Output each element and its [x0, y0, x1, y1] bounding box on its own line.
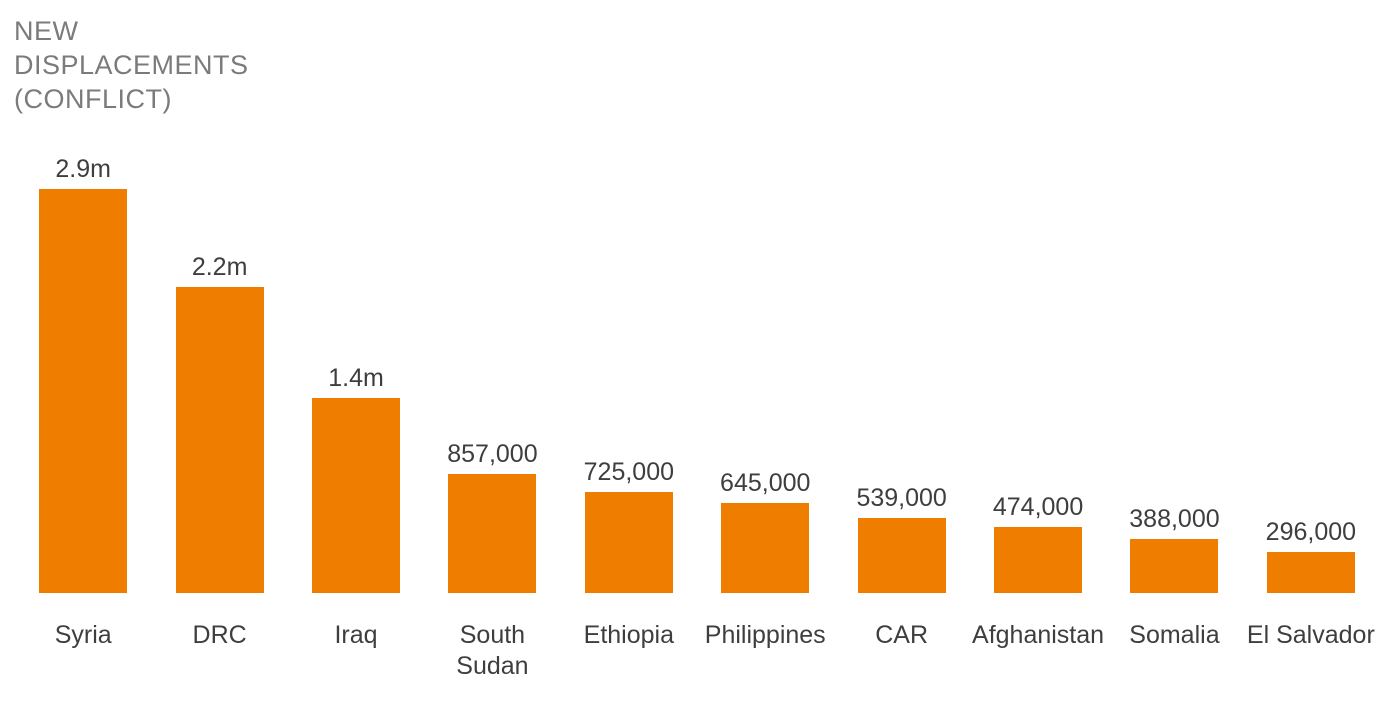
chart-title-line-1: NEW: [14, 16, 79, 46]
bar-group: 645,000: [697, 0, 833, 593]
category-label: CAR: [875, 621, 929, 649]
chart-title: NEW DISPLACEMENTS (CONFLICT): [14, 14, 249, 116]
category-label: South Sudan: [456, 621, 529, 680]
chart-title-line-2: DISPLACEMENTS: [14, 50, 249, 80]
bar: [39, 189, 128, 593]
category-label: Iraq: [334, 621, 378, 649]
category-label: DRC: [192, 621, 247, 649]
category-label: El Salvador: [1246, 621, 1375, 649]
bar: [994, 527, 1083, 593]
category-label: Syria: [54, 621, 112, 649]
bar-value-label: 296,000: [1265, 518, 1357, 546]
bar: [857, 518, 946, 593]
bar-group: 296,000: [1243, 0, 1379, 593]
bar-value-label: 2.2m: [191, 253, 248, 281]
bar-group: 474,000: [970, 0, 1106, 593]
bar-group: 388,000: [1106, 0, 1242, 593]
bar-group: 2.2m: [151, 0, 287, 593]
category-label: Philippines: [704, 621, 826, 649]
category-label: Ethiopia: [583, 621, 674, 649]
bar-group: 857,000: [424, 0, 560, 593]
plot-area: 2.9m 2.2m 1.4m 857,000 725,000 645,000 5…: [15, 0, 1379, 593]
bar: [448, 474, 537, 593]
bar: [1130, 539, 1219, 593]
bar-value-label: 474,000: [992, 493, 1084, 521]
bar-value-label: 645,000: [720, 469, 811, 497]
category-label: Somalia: [1129, 621, 1220, 649]
category-label: Afghanistan: [972, 621, 1105, 649]
bar-group: 2.9m: [15, 0, 151, 593]
bar: [175, 287, 264, 593]
bar: [721, 503, 810, 593]
bar: [312, 398, 401, 593]
bar-value-label: 388,000: [1129, 505, 1220, 533]
bar-value-label: 539,000: [856, 484, 947, 512]
bar-group: 539,000: [833, 0, 969, 593]
bar: [584, 492, 673, 593]
bar-value-label: 725,000: [583, 458, 675, 486]
bar-group: 1.4m: [288, 0, 424, 593]
category-axis: Syria DRC Iraq South Sudan Ethiopia Phili…: [15, 593, 1379, 682]
bar-value-label: 1.4m: [328, 364, 384, 392]
chart-title-line-3: (CONFLICT): [14, 84, 172, 114]
bar: [1266, 552, 1355, 593]
bar-value-label: 2.9m: [55, 155, 111, 183]
bar-group: 725,000: [561, 0, 697, 593]
bar-value-label: 857,000: [447, 440, 538, 468]
